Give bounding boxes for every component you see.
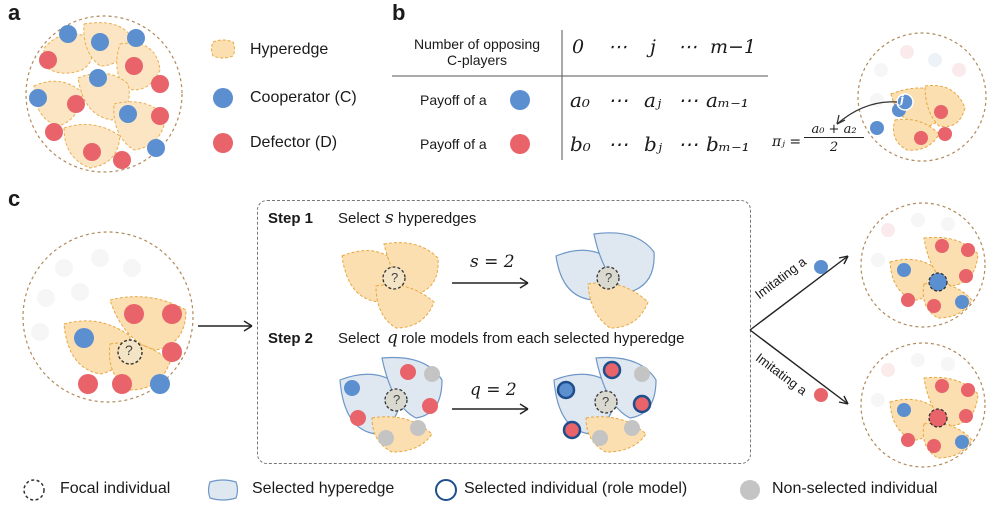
focal-legend-icon xyxy=(23,479,45,501)
node-j-label: j xyxy=(900,93,904,106)
header-value-0: 0 xyxy=(572,36,585,58)
row1-value-0: a₀ xyxy=(570,88,590,112)
table-header-label-line2: C-players xyxy=(447,52,507,68)
cooperator-swatch xyxy=(213,88,233,108)
step1-title: Step 1 xyxy=(268,210,314,227)
row1-label: Payoff of a xyxy=(420,92,487,108)
step2-hyperedges-before xyxy=(339,356,443,453)
selected-individual-legend-icon xyxy=(435,479,457,501)
panel-label-b: b xyxy=(392,0,406,25)
imitate-lower-dot xyxy=(814,388,828,402)
step1-text-a: Select xyxy=(338,210,380,227)
hyperedge-swatch xyxy=(211,39,235,59)
legend-focal: Focal individual xyxy=(60,480,171,497)
steps-box xyxy=(257,200,751,464)
header-value-4: m−1 xyxy=(710,36,757,58)
header-value-3: ⋯ xyxy=(678,36,697,58)
step2-title: Step 2 xyxy=(268,330,314,347)
network-circle-b xyxy=(857,32,987,162)
header-value-2: j xyxy=(650,36,656,58)
focal-mark-step1-before: ? xyxy=(391,270,399,285)
pi-arrow xyxy=(836,101,898,125)
step1-text-b: hyperedges xyxy=(398,210,477,227)
row2-value-1: ⋯ xyxy=(608,132,628,156)
row1-value-3: ⋯ xyxy=(678,88,698,112)
focal-mark-step1-after: ? xyxy=(605,270,613,285)
row2-label: Payoff of a xyxy=(420,136,487,152)
non-selected-legend-icon xyxy=(740,480,760,500)
network-circle-c-lower xyxy=(860,342,986,468)
table-header-label-line1: Number of opposing xyxy=(413,36,541,52)
step1-equation: s = 2 xyxy=(470,252,515,272)
individuals-a xyxy=(29,25,169,169)
imitate-upper-dot xyxy=(814,260,828,274)
step2-hyperedges-after xyxy=(553,356,657,453)
step2-arrow xyxy=(452,403,529,415)
row1-cooperator-dot xyxy=(510,90,530,110)
legend-non-selected: Non-selected individual xyxy=(772,480,938,497)
network-circle-c-left xyxy=(22,231,194,403)
payoff-table-lines xyxy=(392,30,768,160)
step2-text-a: Select xyxy=(338,330,380,347)
step1-var: s xyxy=(385,208,394,228)
focal-mark-step2-before: ? xyxy=(393,392,401,407)
row1-value-2: aⱼ xyxy=(644,88,662,112)
legend-selected-individual: Selected individual (role model) xyxy=(464,480,688,497)
network-circle-c-upper xyxy=(860,202,986,328)
legend-defector: Defector (D) xyxy=(250,134,338,151)
legend-selected-hyperedge: Selected hyperedge xyxy=(252,480,395,497)
step2-text-b: role models from each selected hyperedge xyxy=(401,330,685,347)
legend-cooperator: Cooperator (C) xyxy=(250,89,357,106)
imitation-arrows xyxy=(749,255,849,405)
row2-defector-dot xyxy=(510,134,530,154)
step1-arrow xyxy=(452,277,529,289)
arrow-to-steps xyxy=(198,320,253,332)
defector-swatch xyxy=(213,133,233,153)
pi-denominator: 2 xyxy=(829,140,839,155)
focal-mark-left: ? xyxy=(125,342,133,358)
row2-value-4: bₘ₋₁ xyxy=(706,132,750,156)
header-value-1: ⋯ xyxy=(608,36,627,58)
row1-value-4: aₘ₋₁ xyxy=(706,88,749,112)
step1-hyperedges-after xyxy=(555,232,655,329)
step2-equation: q = 2 xyxy=(470,380,517,400)
network-circle-a xyxy=(25,15,183,173)
table-header-label: Number of opposing C-players xyxy=(392,36,562,68)
step1-hyperedges-before xyxy=(341,242,439,329)
panel-label-a: a xyxy=(8,0,21,25)
pi-lhs: πⱼ = xyxy=(772,134,802,150)
row2-value-3: ⋯ xyxy=(678,132,698,156)
focal-mark-step2-after: ? xyxy=(602,394,610,409)
step2-var: q xyxy=(387,328,398,348)
pi-numerator: a₀ + a₂ xyxy=(804,122,864,138)
legend-hyperedge: Hyperedge xyxy=(250,41,329,58)
selected-hyperedge-legend-icon xyxy=(207,479,239,501)
row2-value-2: bⱼ xyxy=(644,132,663,156)
row1-value-1: ⋯ xyxy=(608,88,628,112)
row2-value-0: b₀ xyxy=(570,132,591,156)
panel-label-c: c xyxy=(8,186,21,211)
